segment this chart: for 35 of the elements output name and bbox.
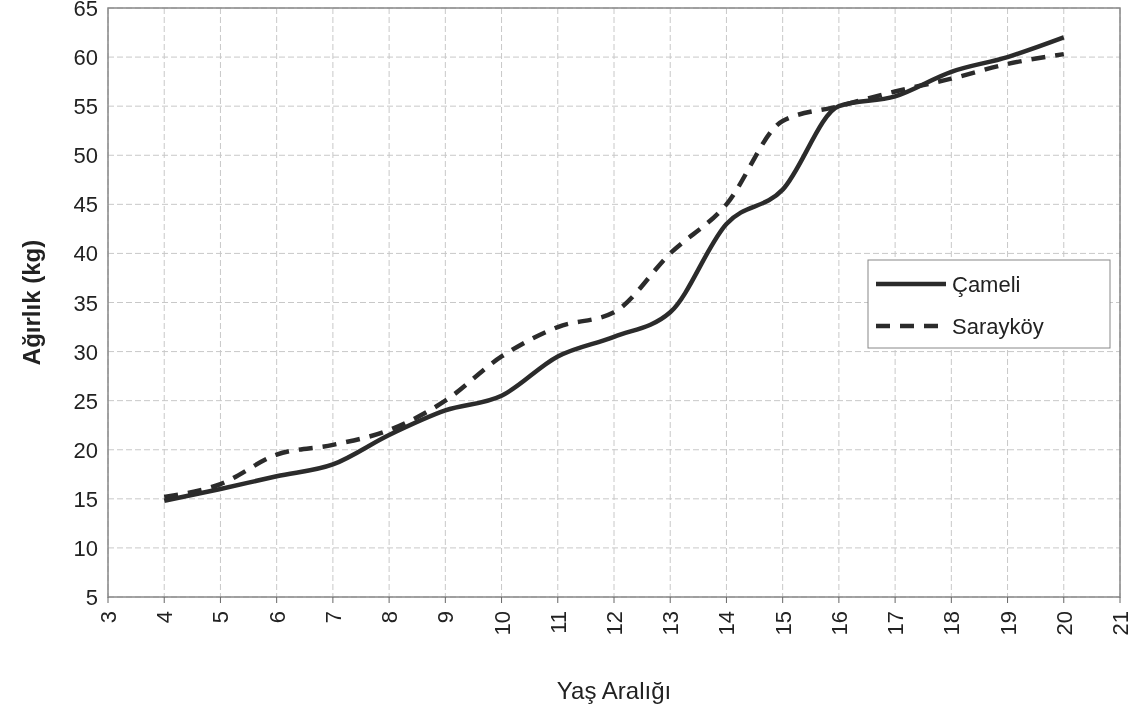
y-tick-label: 25 (73, 388, 98, 414)
y-axis-title: Ağırlık (kg) (18, 239, 45, 366)
y-tick-label: 50 (73, 143, 98, 169)
x-tick-label: 16 (826, 611, 852, 636)
x-tick-label: 20 (1051, 611, 1077, 636)
y-tick-label: 45 (73, 192, 98, 218)
x-tick-label: 19 (995, 611, 1021, 636)
x-tick-label: 17 (883, 611, 909, 636)
legend-label: Sarayköy (952, 314, 1044, 339)
x-tick-label: 5 (208, 611, 234, 624)
y-tick-label: 30 (73, 339, 98, 365)
y-tick-label: 20 (73, 437, 98, 463)
x-tick-label: 6 (264, 611, 290, 624)
x-axis-title: Yaş Aralığı (556, 677, 672, 704)
y-tick-label: 60 (73, 45, 98, 71)
y-tick-label: 35 (73, 290, 98, 316)
x-tick-label: 8 (377, 611, 403, 624)
x-tick-label: 10 (489, 611, 515, 636)
y-tick-label: 65 (73, 0, 98, 21)
x-tick-label: 13 (658, 611, 684, 636)
x-tick-label: 14 (714, 611, 740, 636)
x-tick-label: 4 (152, 611, 178, 624)
x-tick-label: 9 (433, 611, 459, 624)
y-tick-label: 10 (73, 535, 98, 561)
x-tick-label: 18 (939, 611, 965, 636)
x-tick-label: 11 (545, 611, 571, 634)
x-tick-label: 15 (770, 611, 796, 636)
x-tick-label: 21 (1108, 611, 1133, 636)
x-tick-label: 3 (96, 611, 121, 624)
y-tick-label: 15 (73, 486, 98, 512)
legend-label: Çameli (952, 272, 1021, 297)
x-tick-label: 12 (602, 611, 627, 636)
x-tick-label: 7 (320, 611, 346, 624)
y-tick-label: 40 (73, 241, 98, 267)
y-tick-label: 55 (73, 94, 98, 120)
